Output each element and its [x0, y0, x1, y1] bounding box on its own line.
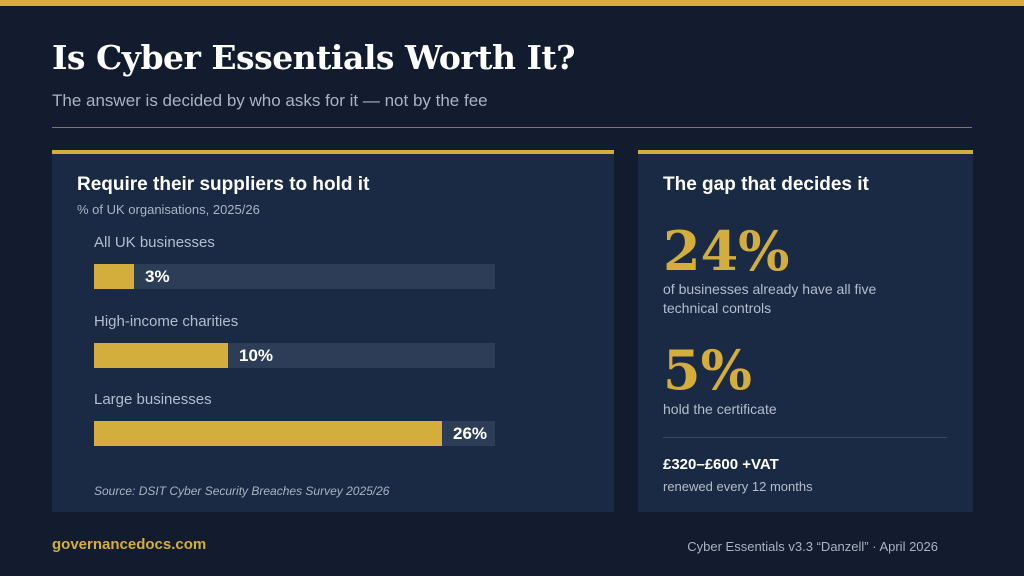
- source-note: Source: DSIT Cyber Security Breaches Sur…: [94, 484, 390, 498]
- stat-controls-value: 24%: [663, 219, 790, 283]
- top-accent-bar: [0, 0, 1024, 6]
- bar-group-all-uk-businesses: All UK businesses 3%: [94, 234, 495, 289]
- supplier-requirement-card: Require their suppliers to hold it % of …: [52, 150, 614, 512]
- bar-value-label: 26%: [453, 424, 488, 443]
- version-note: Cyber Essentials v3.3 “Danzell” · April …: [687, 539, 938, 554]
- card-divider: [663, 437, 947, 438]
- bar-label: High-income charities: [94, 313, 239, 330]
- header-divider: [52, 127, 972, 128]
- gap-card: The gap that decides it 24% of businesse…: [638, 150, 973, 512]
- bar: [94, 343, 228, 368]
- bar-group-large-businesses: Large businesses 26%: [94, 391, 495, 446]
- stat-controls-description: of businesses already have all five tech…: [663, 281, 877, 316]
- bar-track: 10%: [94, 343, 495, 368]
- bar: [94, 421, 442, 446]
- stat-certificate-value: 5%: [663, 338, 752, 402]
- renewal-note: renewed every 12 months: [663, 479, 813, 494]
- gap-card-title: The gap that decides it: [663, 174, 869, 195]
- bar-track: 26%: [94, 421, 495, 446]
- bar-group-high-income-charities: High-income charities 10%: [94, 313, 495, 368]
- site-link[interactable]: governancedocs.com: [52, 536, 207, 553]
- bar-label: Large businesses: [94, 391, 212, 408]
- page-subtitle: The answer is decided by who asks for it…: [52, 91, 488, 110]
- bar-label: All UK businesses: [94, 234, 215, 251]
- bar-track: 3%: [94, 264, 495, 289]
- chart-title: Require their suppliers to hold it: [77, 174, 370, 195]
- bar-value-label: 10%: [239, 346, 274, 365]
- bar: [94, 264, 134, 289]
- price: £320–£600 +VAT: [663, 456, 779, 473]
- stat-certificate-description: hold the certificate: [663, 401, 777, 417]
- page-title: Is Cyber Essentials Worth It?: [52, 38, 575, 77]
- bar-value-label: 3%: [145, 267, 170, 286]
- chart-subtitle: % of UK organisations, 2025/26: [77, 202, 260, 217]
